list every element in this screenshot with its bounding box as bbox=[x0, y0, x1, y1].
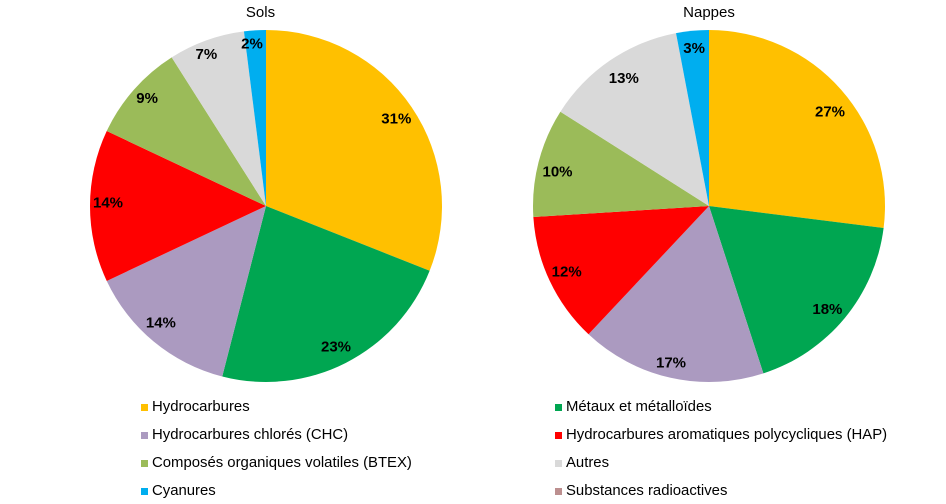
svg-text:13%: 13% bbox=[609, 70, 639, 87]
svg-text:31%: 31% bbox=[381, 111, 411, 128]
svg-text:9%: 9% bbox=[136, 90, 158, 107]
svg-text:Autres: Autres bbox=[566, 455, 609, 471]
svg-text:Métaux et métalloïdes: Métaux et métalloïdes bbox=[566, 399, 712, 415]
svg-text:14%: 14% bbox=[93, 194, 123, 211]
svg-text:17%: 17% bbox=[656, 355, 686, 372]
svg-text:Cyanures: Cyanures bbox=[152, 483, 216, 499]
svg-text:7%: 7% bbox=[196, 46, 218, 63]
svg-text:18%: 18% bbox=[812, 301, 842, 318]
svg-text:Substances radioactives: Substances radioactives bbox=[566, 483, 727, 499]
svg-text:14%: 14% bbox=[146, 315, 176, 332]
svg-text:10%: 10% bbox=[542, 164, 572, 181]
svg-text:Hydrocarbures: Hydrocarbures bbox=[152, 399, 250, 415]
svg-text:2%: 2% bbox=[241, 35, 263, 52]
svg-text:Hydrocarbures chlorés (CHC): Hydrocarbures chlorés (CHC) bbox=[152, 427, 348, 443]
svg-text:3%: 3% bbox=[683, 40, 705, 57]
svg-text:Composés organiques volatiles: Composés organiques volatiles (BTEX) bbox=[152, 455, 412, 471]
svg-text:27%: 27% bbox=[815, 104, 845, 121]
svg-text:12%: 12% bbox=[552, 264, 582, 281]
svg-text:Hydrocarbures aromatiques poly: Hydrocarbures aromatiques polycycliques … bbox=[566, 427, 887, 443]
svg-text:Nappes: Nappes bbox=[683, 4, 735, 21]
svg-text:23%: 23% bbox=[321, 338, 351, 355]
svg-text:Sols: Sols bbox=[246, 4, 275, 21]
